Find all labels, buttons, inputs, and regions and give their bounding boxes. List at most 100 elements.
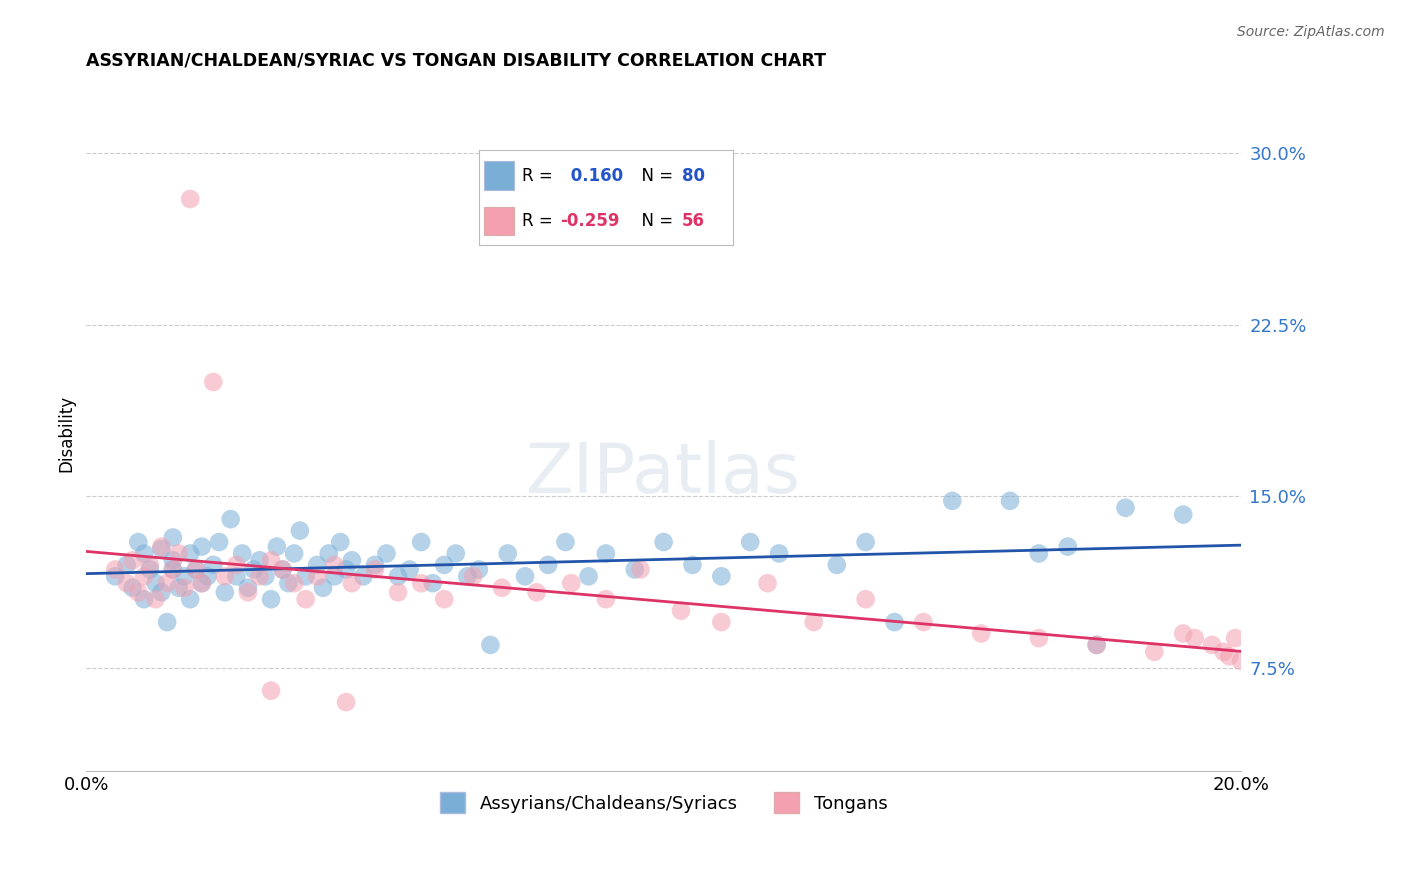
Point (1028, 631, 1050, 645)
Point (740, 535, 762, 549)
Point (1184, 631, 1206, 645)
Point (387, 569, 409, 583)
Point (197, 569, 219, 583)
Point (970, 626, 993, 640)
Point (1173, 508, 1195, 522)
Point (162, 553, 184, 567)
Point (150, 541, 173, 556)
Point (1218, 649, 1240, 664)
Point (179, 546, 201, 560)
Point (340, 553, 363, 567)
Point (456, 569, 478, 583)
Point (433, 558, 456, 572)
Point (756, 576, 779, 591)
Point (1223, 631, 1246, 645)
Point (121, 581, 143, 595)
Point (444, 546, 467, 560)
Point (883, 615, 905, 629)
Point (190, 576, 212, 591)
Point (271, 562, 294, 576)
Point (652, 535, 675, 549)
Text: Source: ZipAtlas.com: Source: ZipAtlas.com (1237, 25, 1385, 39)
Point (156, 576, 179, 591)
Point (595, 546, 617, 560)
Point (307, 558, 329, 572)
Point (150, 585, 173, 599)
Point (219, 512, 242, 526)
Point (271, 562, 294, 576)
Point (710, 569, 733, 583)
Point (104, 562, 127, 576)
Point (242, 562, 264, 576)
Point (225, 569, 247, 583)
Point (352, 569, 374, 583)
Point (1028, 546, 1050, 560)
Point (318, 546, 340, 560)
Point (249, 569, 271, 583)
Point (768, 546, 790, 560)
Point (496, 546, 519, 560)
Point (537, 558, 560, 572)
Point (156, 615, 179, 629)
Point (127, 535, 149, 549)
Point (803, 615, 825, 629)
Point (115, 558, 138, 572)
Point (1230, 654, 1253, 668)
Point (179, 192, 201, 206)
Point (560, 576, 582, 591)
Point (132, 592, 155, 607)
Point (288, 524, 311, 538)
Point (208, 535, 231, 549)
Point (162, 562, 184, 576)
Point (1173, 626, 1195, 640)
Point (335, 562, 357, 576)
Point (323, 558, 346, 572)
Point (236, 585, 259, 599)
Point (526, 585, 548, 599)
Point (461, 569, 484, 583)
Point (682, 558, 704, 572)
Point (329, 535, 352, 549)
Point (491, 581, 513, 595)
Point (167, 581, 190, 595)
Point (190, 540, 212, 554)
Point (190, 576, 212, 591)
Point (855, 592, 877, 607)
Point (283, 546, 305, 560)
Point (115, 576, 138, 591)
Point (266, 540, 288, 554)
Point (1212, 645, 1234, 659)
Point (623, 562, 645, 576)
Point (364, 562, 387, 576)
Point (1085, 638, 1108, 652)
Point (104, 569, 127, 583)
Point (260, 683, 283, 698)
Point (231, 546, 253, 560)
Point (387, 585, 409, 599)
Point (554, 535, 576, 549)
Point (398, 562, 420, 576)
Point (214, 585, 236, 599)
Point (411, 576, 433, 591)
Point (184, 562, 207, 576)
Point (179, 592, 201, 607)
Point (669, 604, 692, 618)
Point (184, 562, 207, 576)
Point (162, 531, 184, 545)
Point (941, 494, 963, 508)
Point (145, 592, 167, 607)
Point (283, 576, 305, 591)
Point (121, 553, 143, 567)
Y-axis label: Disability: Disability (58, 395, 75, 472)
Point (630, 562, 652, 576)
Point (998, 494, 1021, 508)
Point (479, 638, 502, 652)
Point (825, 558, 848, 572)
Point (595, 592, 617, 607)
Point (127, 585, 149, 599)
Text: ZIPatlas: ZIPatlas (526, 441, 801, 508)
Point (513, 569, 536, 583)
Point (312, 581, 335, 595)
Point (260, 592, 283, 607)
Point (375, 546, 398, 560)
